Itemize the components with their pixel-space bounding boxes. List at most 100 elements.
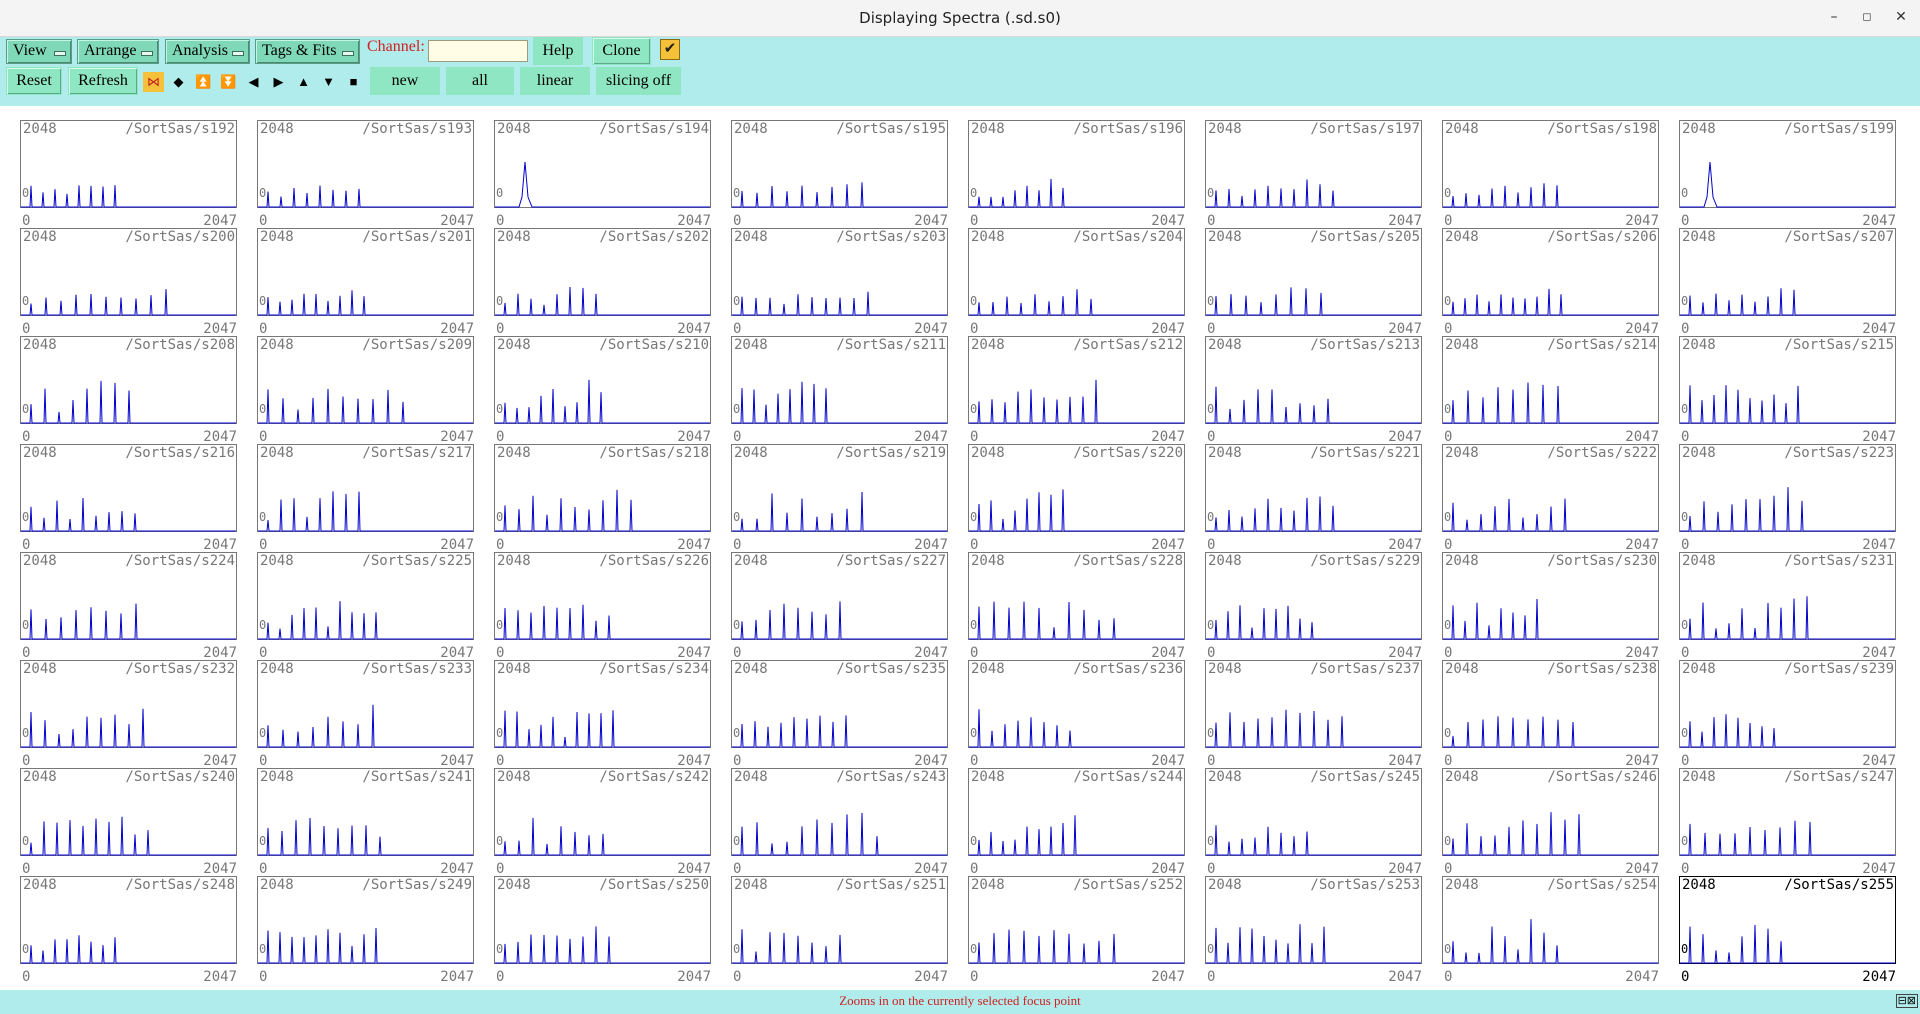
help-button[interactable]: Help: [533, 37, 583, 65]
arrow-up-icon[interactable]: ▲: [297, 74, 310, 89]
spectrum-cell[interactable]: 2048/SortSas/s214 0 0 2047: [1422, 322, 1659, 445]
spectrum-plot-frame[interactable]: [494, 444, 711, 532]
spectrum-cell[interactable]: 2048/SortSas/s201 0 0 2047: [237, 214, 474, 337]
spectrum-cell[interactable]: 2048/SortSas/s239 0 0 2047: [1659, 646, 1896, 769]
close-button[interactable]: ✕: [1895, 9, 1907, 25]
spectrum-cell[interactable]: 2048/SortSas/s236 0 0 2047: [948, 646, 1185, 769]
new-button[interactable]: new: [370, 67, 440, 95]
spectrum-plot-frame[interactable]: [1679, 444, 1896, 532]
spectrum-cell[interactable]: 2048/SortSas/s193 0 0 2047: [237, 106, 474, 229]
analysis-menu[interactable]: Analysis: [165, 39, 250, 64]
spectrum-cell[interactable]: 2048/SortSas/s235 0 0 2047: [711, 646, 948, 769]
spectrum-cell[interactable]: 2048/SortSas/s229 0 0 2047: [1185, 538, 1422, 661]
spectrum-plot-frame[interactable]: [731, 228, 948, 316]
spectrum-cell[interactable]: 2048/SortSas/s224 0 0 2047: [0, 538, 237, 661]
maximize-button[interactable]: ◻: [1862, 10, 1872, 23]
spectrum-cell[interactable]: 2048/SortSas/s251 0 0 2047: [711, 862, 948, 985]
spectrum-cell[interactable]: 2048/SortSas/s194 0 0 2047: [474, 106, 711, 229]
spectrum-cell[interactable]: 2048/SortSas/s243 0 0 2047: [711, 754, 948, 877]
spectrum-cell[interactable]: 2048/SortSas/s244 0 0 2047: [948, 754, 1185, 877]
reset-button[interactable]: Reset: [6, 67, 62, 95]
spectrum-cell[interactable]: 2048/SortSas/s242 0 0 2047: [474, 754, 711, 877]
double-down-icon[interactable]: ⏬: [220, 74, 237, 89]
spectrum-cell[interactable]: 2048/SortSas/s210 0 0 2047: [474, 322, 711, 445]
spectrum-cell[interactable]: 2048/SortSas/s206 0 0 2047: [1422, 214, 1659, 337]
spectrum-cell[interactable]: 2048/SortSas/s250 0 0 2047: [474, 862, 711, 985]
spectrum-cell[interactable]: 2048/SortSas/s226 0 0 2047: [474, 538, 711, 661]
spectrum-cell[interactable]: 2048/SortSas/s253 0 0 2047: [1185, 862, 1422, 985]
spectrum-cell[interactable]: 2048/SortSas/s192 0 0 2047: [0, 106, 237, 229]
spectrum-cell[interactable]: 2048/SortSas/s223 0 0 2047: [1659, 430, 1896, 553]
spectrum-cell[interactable]: 2048/SortSas/s208 0 0 2047: [0, 322, 237, 445]
spectrum-cell[interactable]: 2048/SortSas/s219 0 0 2047: [711, 430, 948, 553]
spectrum-cell[interactable]: 2048/SortSas/s197 0 0 2047: [1185, 106, 1422, 229]
spectrum-cell[interactable]: 2048/SortSas/s246 0 0 2047: [1422, 754, 1659, 877]
spectrum-cell[interactable]: 2048/SortSas/s204 0 0 2047: [948, 214, 1185, 337]
channel-input[interactable]: [428, 40, 528, 62]
spectrum-cell[interactable]: 2048/SortSas/s230 0 0 2047: [1422, 538, 1659, 661]
spectrum-plot-frame[interactable]: [731, 876, 948, 964]
arrow-right-icon[interactable]: ▶: [273, 74, 284, 89]
spectrum-cell[interactable]: 2048/SortSas/s238 0 0 2047: [1422, 646, 1659, 769]
spectrum-cell[interactable]: 2048/SortSas/s199 0 0 2047: [1659, 106, 1896, 229]
spectrum-plot-frame[interactable]: [20, 336, 237, 424]
square-icon[interactable]: ■: [349, 74, 358, 89]
spectrum-plot-frame[interactable]: [20, 660, 237, 748]
spectrum-cell[interactable]: 2048/SortSas/s234 0 0 2047: [474, 646, 711, 769]
spectrum-plot-frame[interactable]: [731, 552, 948, 640]
spectrum-plot-frame[interactable]: [968, 228, 1185, 316]
spectrum-cell[interactable]: 2048/SortSas/s205 0 0 2047: [1185, 214, 1422, 337]
spectrum-plot-frame[interactable]: [1205, 336, 1422, 424]
spectrum-plot-frame[interactable]: [257, 768, 474, 856]
spectrum-cell[interactable]: 2048/SortSas/s217 0 0 2047: [237, 430, 474, 553]
bowtie-icon[interactable]: ⋈: [143, 72, 164, 92]
spectrum-cell[interactable]: 2048/SortSas/s209 0 0 2047: [237, 322, 474, 445]
clone-button[interactable]: Clone: [592, 37, 651, 65]
slicing-button[interactable]: slicing off: [596, 67, 681, 95]
spectrum-cell[interactable]: 2048/SortSas/s222 0 0 2047: [1422, 430, 1659, 553]
spectrum-cell[interactable]: 2048/SortSas/s233 0 0 2047: [237, 646, 474, 769]
arrow-left-icon[interactable]: ◀: [248, 74, 259, 89]
arrange-menu[interactable]: Arrange: [77, 39, 159, 64]
spectrum-cell[interactable]: 2048/SortSas/s254 0 0 2047: [1422, 862, 1659, 985]
spectrum-plot-frame[interactable]: [1205, 660, 1422, 748]
spectrum-plot-frame[interactable]: [1442, 444, 1659, 532]
refresh-button[interactable]: Refresh: [68, 67, 138, 95]
spectrum-cell[interactable]: 2048/SortSas/s216 0 0 2047: [0, 430, 237, 553]
spectrum-cell[interactable]: 2048/SortSas/s221 0 0 2047: [1185, 430, 1422, 553]
spectrum-plot-frame[interactable]: [1442, 768, 1659, 856]
status-window-icons[interactable]: ⊟⊠: [1895, 994, 1918, 1008]
spectrum-cell[interactable]: 2048/SortSas/s203 0 0 2047: [711, 214, 948, 337]
spectrum-cell[interactable]: 2048/SortSas/s245 0 0 2047: [1185, 754, 1422, 877]
spectrum-cell[interactable]: 2048/SortSas/s202 0 0 2047: [474, 214, 711, 337]
spectrum-cell[interactable]: 2048/SortSas/s247 0 0 2047: [1659, 754, 1896, 877]
spectrum-cell[interactable]: 2048/SortSas/s220 0 0 2047: [948, 430, 1185, 553]
spectrum-cell[interactable]: 2048/SortSas/s207 0 0 2047: [1659, 214, 1896, 337]
minimize-button[interactable]: –: [1830, 9, 1838, 25]
spectrum-cell[interactable]: 2048/SortSas/s240 0 0 2047: [0, 754, 237, 877]
spectrum-cell[interactable]: 2048/SortSas/s231 0 0 2047: [1659, 538, 1896, 661]
view-menu[interactable]: View: [6, 39, 72, 64]
spectrum-cell[interactable]: 2048/SortSas/s232 0 0 2047: [0, 646, 237, 769]
spectrum-cell[interactable]: 2048/SortSas/s200 0 0 2047: [0, 214, 237, 337]
spectrum-plot-frame[interactable]: [494, 768, 711, 856]
linear-button[interactable]: linear: [520, 67, 590, 95]
spectrum-cell[interactable]: 2048/SortSas/s215 0 0 2047: [1659, 322, 1896, 445]
spectrum-cell[interactable]: 2048/SortSas/s198 0 0 2047: [1422, 106, 1659, 229]
spectrum-cell[interactable]: 2048/SortSas/s255 0 0 2047: [1659, 862, 1896, 985]
spectrum-cell[interactable]: 2048/SortSas/s213 0 0 2047: [1185, 322, 1422, 445]
spectrum-cell[interactable]: 2048/SortSas/s225 0 0 2047: [237, 538, 474, 661]
spectrum-cell[interactable]: 2048/SortSas/s252 0 0 2047: [948, 862, 1185, 985]
spectrum-cell[interactable]: 2048/SortSas/s248 0 0 2047: [0, 862, 237, 985]
arrow-down-icon[interactable]: ▼: [322, 74, 335, 89]
spectrum-cell[interactable]: 2048/SortSas/s241 0 0 2047: [237, 754, 474, 877]
checkmark-toggle[interactable]: ✔: [660, 39, 680, 60]
spectrum-cell[interactable]: 2048/SortSas/s237 0 0 2047: [1185, 646, 1422, 769]
expand-horizontal-icon[interactable]: ◆: [173, 74, 184, 89]
spectrum-cell[interactable]: 2048/SortSas/s227 0 0 2047: [711, 538, 948, 661]
spectrum-cell[interactable]: 2048/SortSas/s228 0 0 2047: [948, 538, 1185, 661]
spectrum-cell[interactable]: 2048/SortSas/s218 0 0 2047: [474, 430, 711, 553]
spectrum-cell[interactable]: 2048/SortSas/s195 0 0 2047: [711, 106, 948, 229]
spectrum-cell[interactable]: 2048/SortSas/s212 0 0 2047: [948, 322, 1185, 445]
spectrum-cell[interactable]: 2048/SortSas/s196 0 0 2047: [948, 106, 1185, 229]
